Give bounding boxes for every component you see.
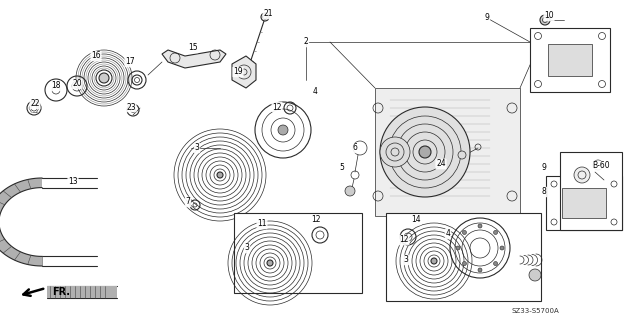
Text: 4: 4 <box>445 229 451 239</box>
Polygon shape <box>234 213 362 293</box>
Text: 10: 10 <box>544 11 554 20</box>
Text: SZ33-S5700A: SZ33-S5700A <box>511 308 559 314</box>
Text: 12: 12 <box>311 216 321 225</box>
Text: 3: 3 <box>244 243 250 253</box>
Polygon shape <box>386 213 541 301</box>
Circle shape <box>267 260 273 266</box>
Text: 14: 14 <box>411 216 421 225</box>
Text: 3: 3 <box>195 144 200 152</box>
Polygon shape <box>375 88 520 216</box>
Circle shape <box>345 186 355 196</box>
Text: 7: 7 <box>186 197 191 206</box>
Circle shape <box>431 258 437 264</box>
Polygon shape <box>560 152 622 230</box>
Circle shape <box>478 224 482 228</box>
Circle shape <box>380 107 470 197</box>
Circle shape <box>478 268 482 272</box>
Circle shape <box>380 137 410 167</box>
Circle shape <box>278 125 288 135</box>
Circle shape <box>540 15 550 25</box>
Text: 15: 15 <box>188 43 198 53</box>
Circle shape <box>493 230 497 234</box>
Text: 17: 17 <box>125 57 135 66</box>
Text: 19: 19 <box>233 68 243 77</box>
Polygon shape <box>232 56 256 88</box>
Text: 3: 3 <box>404 256 408 264</box>
Polygon shape <box>0 178 42 266</box>
Text: 2: 2 <box>303 38 308 47</box>
Circle shape <box>500 246 504 250</box>
Text: FR.: FR. <box>52 287 70 297</box>
Text: 5: 5 <box>340 164 344 173</box>
Circle shape <box>574 167 590 183</box>
Text: 11: 11 <box>257 219 267 228</box>
Text: 8: 8 <box>541 188 547 197</box>
Circle shape <box>458 151 466 159</box>
Circle shape <box>261 13 269 21</box>
Polygon shape <box>530 28 610 92</box>
Text: 22: 22 <box>30 100 40 108</box>
Text: 18: 18 <box>51 81 61 91</box>
Text: 6: 6 <box>353 144 357 152</box>
Text: 23: 23 <box>126 102 136 112</box>
Text: 20: 20 <box>72 79 82 88</box>
Polygon shape <box>548 44 592 76</box>
Text: 9: 9 <box>541 164 547 173</box>
Text: 12: 12 <box>399 235 409 244</box>
Circle shape <box>217 172 223 178</box>
Circle shape <box>529 269 541 281</box>
Text: 16: 16 <box>91 51 101 61</box>
Text: 13: 13 <box>68 176 78 186</box>
Polygon shape <box>162 50 226 68</box>
Text: 24: 24 <box>436 160 446 168</box>
Polygon shape <box>546 176 622 230</box>
Circle shape <box>456 246 460 250</box>
Text: 12: 12 <box>272 102 282 112</box>
Circle shape <box>99 73 109 83</box>
Text: 21: 21 <box>263 10 273 19</box>
Circle shape <box>493 262 497 265</box>
Text: 4: 4 <box>312 87 317 97</box>
Text: B-60: B-60 <box>592 161 610 170</box>
Bar <box>47 286 117 298</box>
Circle shape <box>463 230 467 234</box>
Circle shape <box>419 146 431 158</box>
Polygon shape <box>562 188 606 218</box>
Circle shape <box>463 262 467 265</box>
Text: 9: 9 <box>484 13 490 23</box>
